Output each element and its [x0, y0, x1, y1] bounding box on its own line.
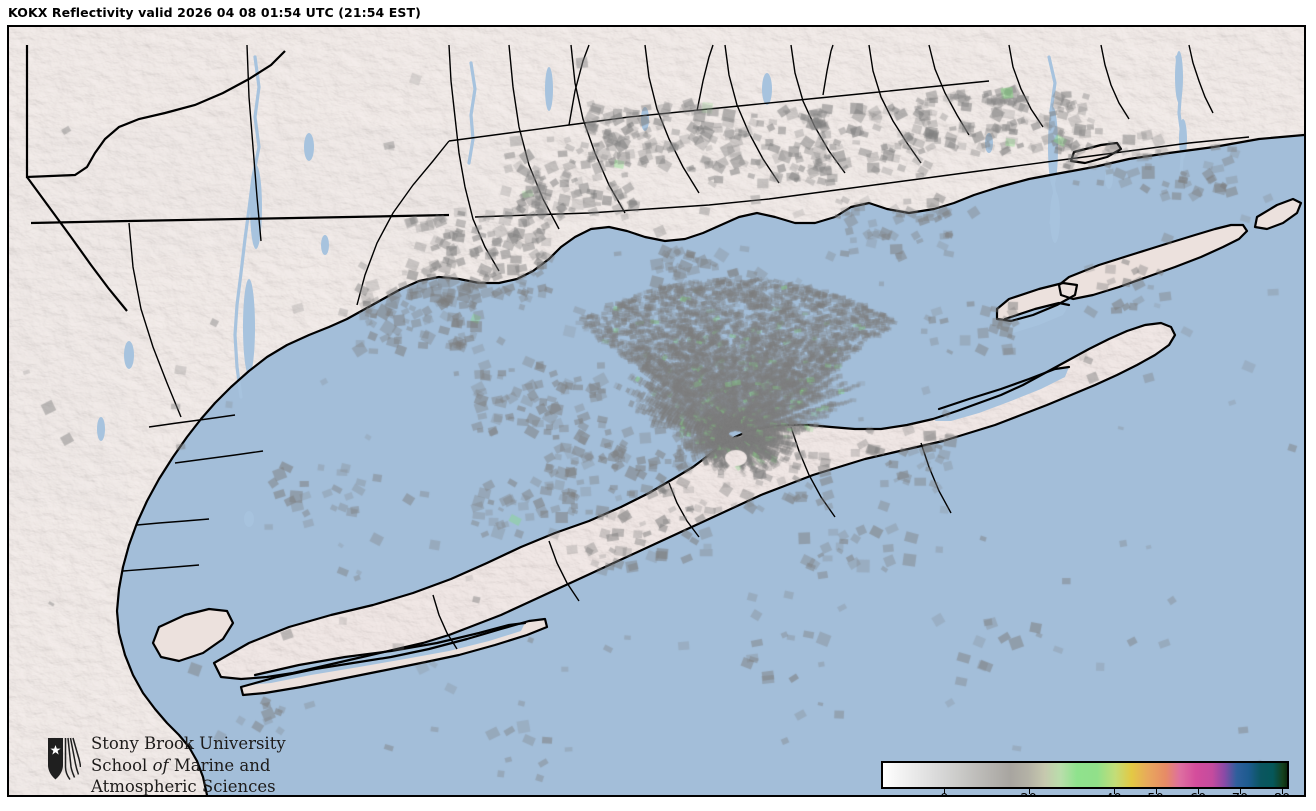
colorbar-tick-label: 40	[1105, 792, 1122, 795]
colorbar-tick	[1240, 789, 1242, 794]
sbu-logo-text: Stony Brook University School of Marine …	[91, 733, 286, 795]
colorbar-tick	[1198, 789, 1200, 794]
colorbar-tick-label: 60	[1190, 792, 1207, 795]
sbu-line-3: Atmospheric Sciences	[91, 777, 276, 795]
radar-map-canvas[interactable]: Stony Brook University School of Marine …	[9, 27, 1304, 795]
colorbar-tick	[1113, 789, 1115, 794]
colorbar-tick-label: 20	[1020, 792, 1037, 795]
colorbar-tick	[944, 789, 946, 794]
page-title: KOKX Reflectivity valid 2026 04 08 01:54…	[8, 5, 421, 20]
radar-map-frame[interactable]: Stony Brook University School of Marine …	[7, 25, 1306, 797]
title-bar: KOKX Reflectivity valid 2026 04 08 01:54…	[0, 0, 1316, 25]
colorbar-tick	[1028, 789, 1030, 794]
sbu-logo: Stony Brook University School of Marine …	[47, 733, 317, 795]
radar-reflectivity-layer	[9, 27, 1304, 795]
colorbar-box[interactable]	[881, 761, 1289, 789]
colorbar-tick	[1282, 789, 1284, 794]
stony-brook-shield-icon	[48, 737, 81, 780]
colorbar-tick-label: 80	[1274, 792, 1291, 795]
sbu-line-2-post: Marine and	[168, 755, 271, 775]
colorbar-gradient	[883, 763, 1287, 787]
sbu-line-2: School of Marine and	[91, 755, 286, 777]
reflectivity-colorbar[interactable]: 0 20 40 50 60 70 80	[874, 727, 1299, 795]
sbu-line-2-italic: of	[152, 755, 169, 775]
colorbar-tick-label: 50	[1147, 792, 1164, 795]
sbu-line-1: Stony Brook University	[91, 734, 286, 753]
colorbar-tick-label: 0	[940, 792, 948, 795]
colorbar-tick	[1155, 789, 1157, 794]
sbu-line-2-pre: School	[91, 755, 153, 775]
colorbar-tick-label: 70	[1232, 792, 1249, 795]
